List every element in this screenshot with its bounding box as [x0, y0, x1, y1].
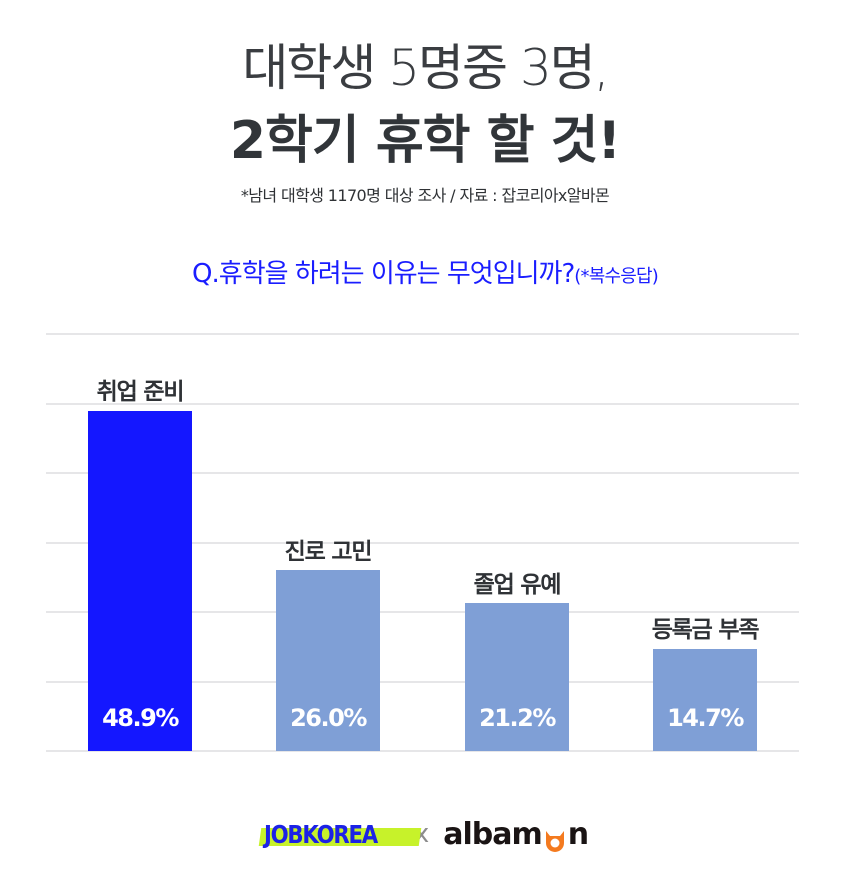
footer-logos: JOBKOREA x alba m n — [0, 814, 850, 854]
title-line-1: 대학생 5명중 3명, — [242, 39, 609, 97]
gridline — [46, 542, 799, 544]
albamon-logo-prefix: alba — [443, 816, 512, 852]
albamon-logo-suffix: n — [567, 816, 589, 852]
bar-tuition-shortage: 14.7% — [653, 649, 757, 751]
question-note: (*복수응답) — [574, 266, 658, 287]
jobkorea-logo: JOBKOREA — [258, 816, 422, 852]
albamon-logo: alba m n — [443, 816, 589, 852]
bar-label: 등록금 부족 — [651, 617, 760, 643]
gridline — [46, 403, 799, 405]
source-note: *남녀 대학생 1170명 대상 조사 / 자료 : 잡코리아x알바몬 — [240, 186, 610, 205]
bar-label: 취업 준비 — [96, 379, 185, 405]
bar-value: 26.0% — [290, 704, 367, 732]
baseline — [46, 750, 799, 752]
bar-career-concern: 26.0% — [276, 570, 380, 751]
gridline — [46, 472, 799, 474]
bar-label: 졸업 유예 — [473, 572, 562, 598]
survey-question: Q.휴학을 하려는 이유는 무엇입니까?(*복수응답) — [0, 254, 850, 297]
bar-value: 48.9% — [102, 704, 179, 732]
gridline — [46, 611, 799, 613]
jobkorea-logo-text: JOBKOREA — [263, 819, 378, 849]
question-text: Q.휴학을 하려는 이유는 무엇입니까? — [192, 259, 575, 289]
bar-value: 14.7% — [667, 704, 744, 732]
bar-graduation-delay: 21.2% — [465, 603, 569, 751]
albamon-logo-m: m — [511, 816, 543, 852]
bar-employment-prep: 48.9% — [88, 411, 192, 751]
title-line-2: 2학기 휴학 할 것! — [229, 111, 621, 171]
bar-value: 21.2% — [479, 704, 556, 732]
gridline — [46, 333, 799, 335]
gridline — [46, 681, 799, 683]
bar-label: 진로 고민 — [284, 539, 373, 565]
albamon-cat-o-icon — [543, 826, 567, 852]
